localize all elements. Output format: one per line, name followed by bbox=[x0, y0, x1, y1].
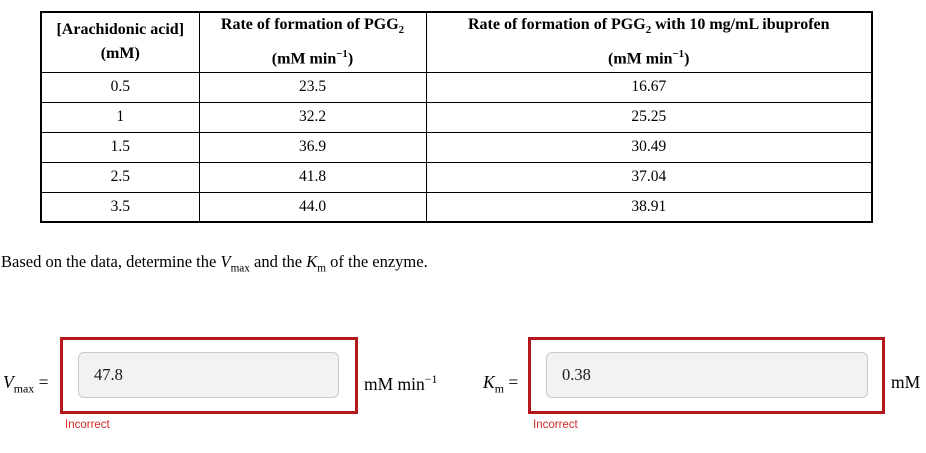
cell-concentration: 1.5 bbox=[40, 131, 200, 163]
table-header-row: [Arachidonic acid] (mM) Rate of formatio… bbox=[40, 11, 873, 73]
table-row: 1.5 36.9 30.49 bbox=[40, 131, 873, 163]
vmax-incorrect-label: Incorrect bbox=[65, 419, 110, 431]
col-header-rate: Rate of formation of PGG2 (mM min−1) bbox=[198, 11, 427, 73]
col-header-substrate: [Arachidonic acid] (mM) bbox=[40, 11, 200, 73]
col-header-rate-ibuprofen-unit: (mM min−1) bbox=[608, 48, 690, 68]
km-incorrect-label: Incorrect bbox=[533, 419, 578, 431]
col-header-substrate-title: [Arachidonic acid] bbox=[56, 21, 185, 39]
vmax-unit-label: mM min−1 bbox=[364, 372, 438, 394]
table-row: 0.5 23.5 16.67 bbox=[40, 71, 873, 103]
cell-rate-ibuprofen: 37.04 bbox=[425, 161, 873, 193]
cell-rate-ibuprofen: 25.25 bbox=[425, 101, 873, 133]
cell-concentration: 3.5 bbox=[40, 191, 200, 223]
col-header-rate-ibuprofen: Rate of formation of PGG2 with 10 mg/mL … bbox=[425, 11, 873, 73]
km-error-outline: Incorrect bbox=[528, 337, 885, 431]
cell-rate-ibuprofen: 38.91 bbox=[425, 191, 873, 223]
vmax-answer-label: Vmax = bbox=[3, 372, 49, 396]
col-header-rate-ibuprofen-title: Rate of formation of PGG2 with 10 mg/mL … bbox=[467, 16, 830, 37]
km-unit-label: mM bbox=[891, 372, 921, 392]
vmax-input[interactable] bbox=[78, 352, 339, 398]
cell-concentration: 1 bbox=[40, 101, 200, 133]
col-header-rate-unit: (mM min−1) bbox=[271, 48, 354, 68]
question-text: Based on the data, determine the Vmax an… bbox=[1, 252, 428, 275]
col-header-substrate-unit: (mM) bbox=[100, 45, 140, 63]
km-symbol: K bbox=[306, 252, 318, 271]
vmax-symbol: V bbox=[220, 252, 231, 271]
cell-rate: 32.2 bbox=[198, 101, 427, 133]
cell-rate-ibuprofen: 16.67 bbox=[425, 71, 873, 103]
km-input[interactable] bbox=[546, 352, 868, 398]
cell-concentration: 2.5 bbox=[40, 161, 200, 193]
data-table: [Arachidonic acid] (mM) Rate of formatio… bbox=[40, 11, 873, 224]
cell-rate-ibuprofen: 30.49 bbox=[425, 131, 873, 163]
cell-concentration: 0.5 bbox=[40, 71, 200, 103]
cell-rate: 44.0 bbox=[198, 191, 427, 223]
table-row: 3.5 44.0 38.91 bbox=[40, 191, 873, 223]
table-row: 1 32.2 25.25 bbox=[40, 101, 873, 133]
cell-rate: 36.9 bbox=[198, 131, 427, 163]
table-row: 2.5 41.8 37.04 bbox=[40, 161, 873, 193]
vmax-error-outline: Incorrect bbox=[60, 337, 358, 431]
col-header-rate-title: Rate of formation of PGG2 bbox=[220, 16, 405, 37]
cell-rate: 41.8 bbox=[198, 161, 427, 193]
cell-rate: 23.5 bbox=[198, 71, 427, 103]
km-answer-label: Km = bbox=[483, 372, 519, 396]
